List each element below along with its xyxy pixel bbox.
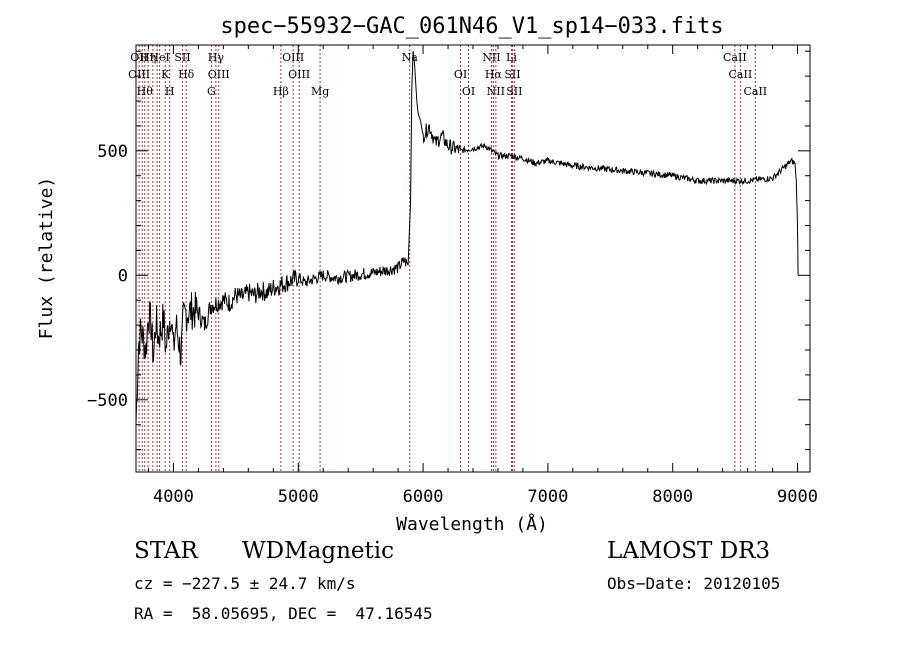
line-label: Mg bbox=[311, 85, 329, 98]
line-label: OIII bbox=[128, 68, 150, 81]
spectral-line-labels: OIIOIIIHθHηHeIKHSIIHδGHγOIIIHβOIIIOIIIMg… bbox=[128, 51, 767, 98]
x-axis-label: Wavelength (Å) bbox=[396, 513, 548, 535]
line-label: CaII bbox=[729, 68, 753, 81]
line-label: Hγ bbox=[208, 51, 225, 64]
redshift-cz: cz = −227.5 ± 24.7 km/s bbox=[134, 574, 356, 593]
line-label: Na bbox=[402, 51, 419, 64]
line-label: OIII bbox=[288, 68, 310, 81]
line-label: OIII bbox=[282, 51, 304, 64]
line-label: OII bbox=[130, 51, 148, 64]
subclass: WDMagnetic bbox=[242, 538, 394, 564]
line-label: SII bbox=[504, 68, 520, 81]
x-tick-label: 9000 bbox=[777, 487, 818, 507]
plot-frame bbox=[135, 44, 811, 473]
flux-series bbox=[135, 51, 799, 426]
coordinates: RA = 58.05695, DEC = 47.16545 bbox=[134, 604, 433, 623]
x-tick-label: 4000 bbox=[153, 487, 194, 507]
line-label: Hδ bbox=[178, 68, 195, 81]
x-tick-label: 7000 bbox=[527, 487, 568, 507]
line-label: Hβ bbox=[273, 85, 289, 98]
line-label: NII bbox=[487, 85, 505, 98]
line-label: Hα bbox=[485, 68, 503, 81]
x-tick-label: 5000 bbox=[278, 487, 319, 507]
line-label: OI bbox=[454, 68, 467, 81]
line-label: Li bbox=[506, 51, 517, 64]
line-label: HeI bbox=[149, 51, 169, 64]
flux-line bbox=[135, 51, 799, 426]
line-label: OIII bbox=[208, 68, 230, 81]
x-tick-label: 8000 bbox=[652, 487, 693, 507]
y-tick-label: 0 bbox=[118, 266, 128, 286]
line-label: OI bbox=[462, 85, 475, 98]
line-label: CaII bbox=[723, 51, 747, 64]
line-label: SII bbox=[506, 85, 522, 98]
line-label: K bbox=[161, 68, 170, 81]
observation-date: Obs−Date: 20120105 bbox=[607, 574, 781, 593]
line-label: Hθ bbox=[137, 85, 154, 98]
object-class: STAR bbox=[134, 538, 198, 564]
y-tick-label: 500 bbox=[97, 142, 128, 162]
line-label: CaII bbox=[743, 85, 767, 98]
y-axis-label: Flux (relative) bbox=[36, 177, 57, 340]
x-tick-label: 6000 bbox=[403, 487, 444, 507]
line-label: NII bbox=[482, 51, 500, 64]
line-label: H bbox=[165, 85, 175, 98]
chart-title: spec−55932−GAC_061N46_V1_sp14−033.fits bbox=[220, 14, 723, 39]
axis-ticks: 4000 5000 6000 7000 8000 9000 −500 0 500 bbox=[87, 45, 818, 507]
line-label: Hη bbox=[140, 51, 156, 64]
survey-name: LAMOST DR3 bbox=[607, 538, 771, 564]
line-label: G bbox=[207, 85, 216, 98]
line-label: SII bbox=[174, 51, 190, 64]
spectral-line-markers bbox=[138, 45, 756, 472]
y-tick-label: −500 bbox=[87, 391, 128, 411]
